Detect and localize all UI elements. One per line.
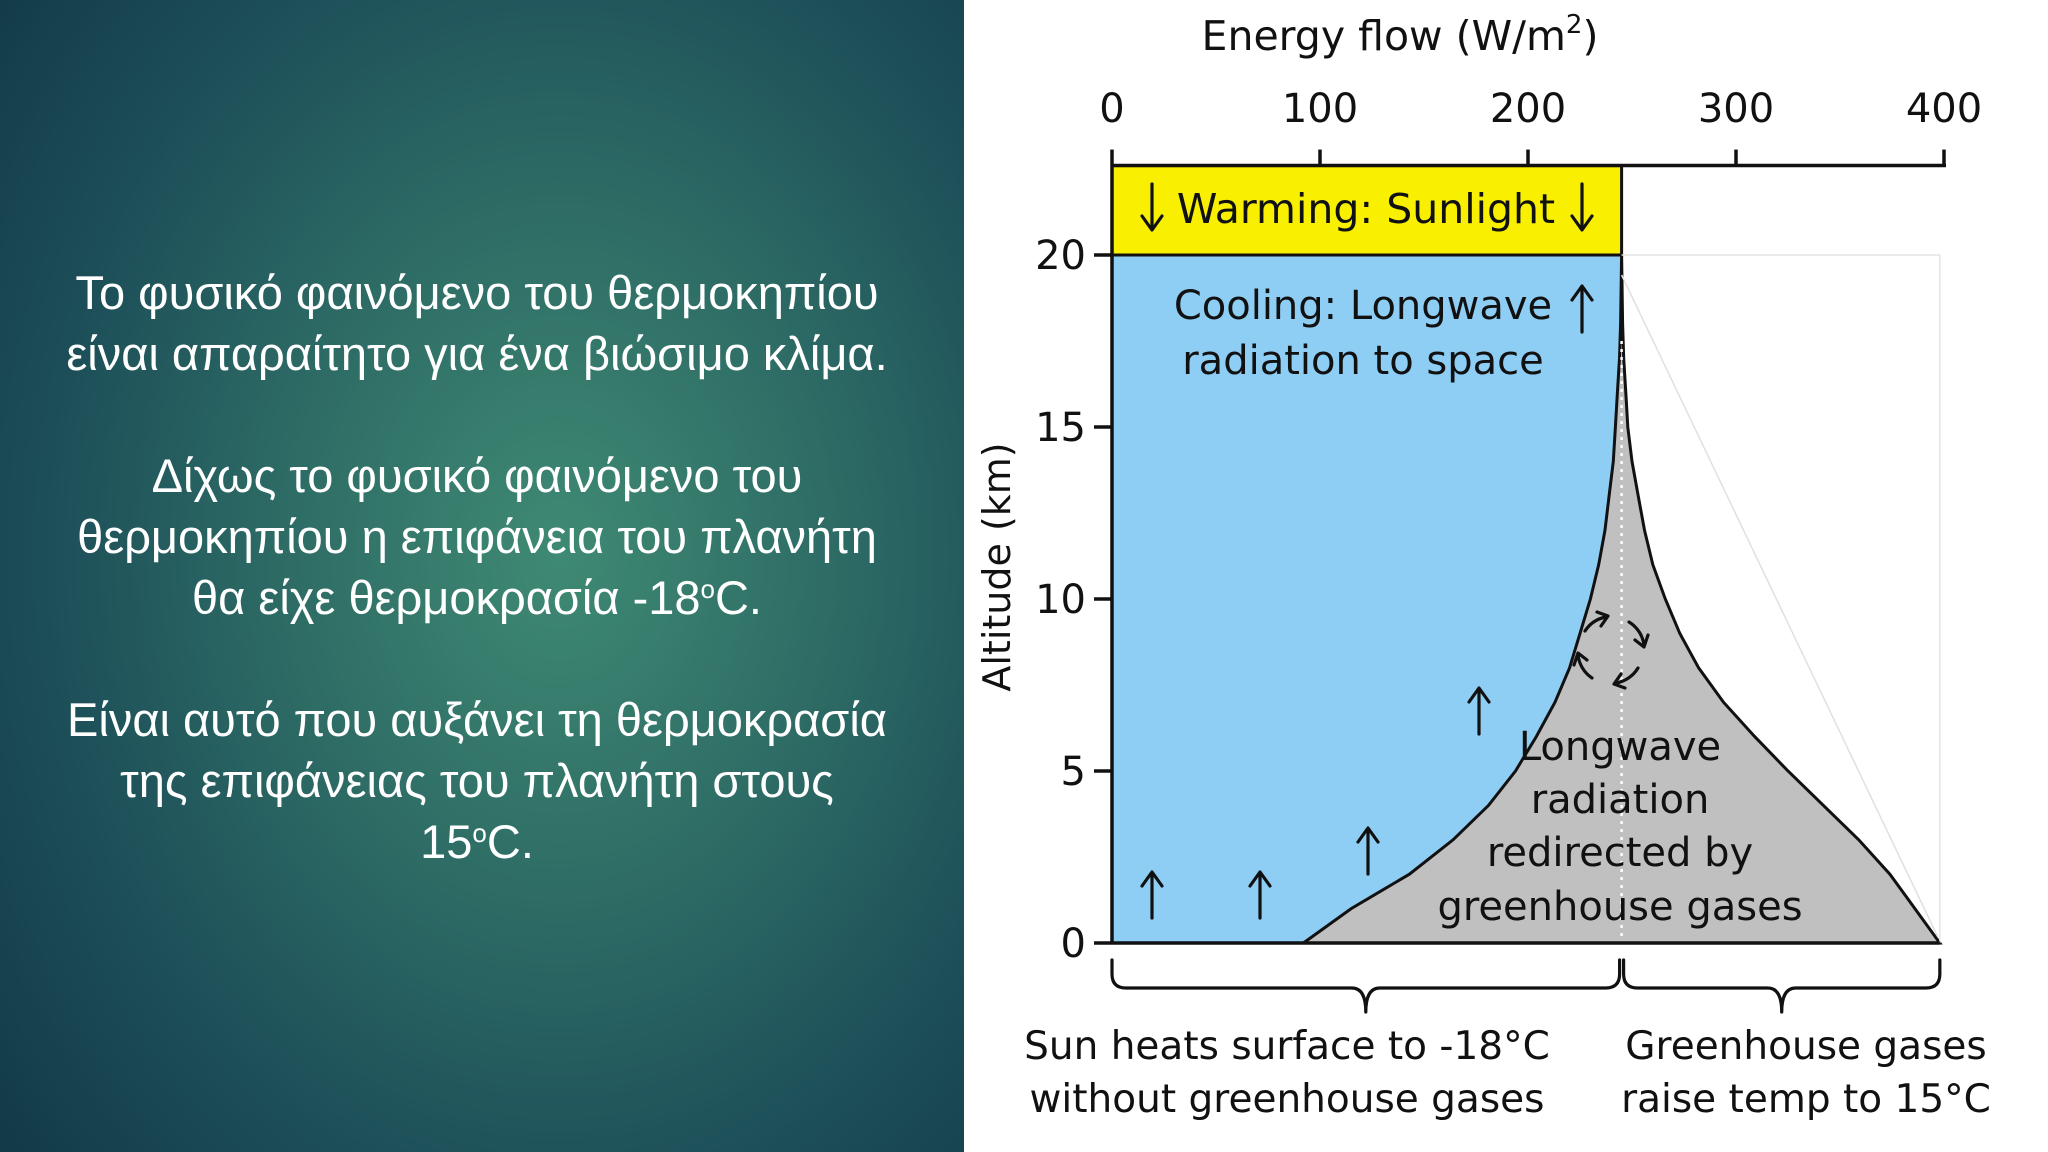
cooling-region xyxy=(1112,255,1622,943)
sunlight-region xyxy=(1110,164,1624,257)
degree-superscript: ο xyxy=(472,818,487,848)
y-tick-label: 0 xyxy=(1061,921,1086,967)
arrow-up-icon xyxy=(1570,284,1594,334)
arrow-up-icon xyxy=(1140,870,1164,920)
x-axis-title-sup: 2 xyxy=(1566,10,1583,40)
x-axis-title-close: ) xyxy=(1582,12,1598,60)
x-tick-label: 200 xyxy=(1490,86,1566,132)
right-bracket-label-line-1: Greenhouse gases xyxy=(1625,1024,1986,1069)
sunlight-label: Warming: Sunlight xyxy=(1177,185,1555,233)
left-bracket-label-line-1: Sun heats surface to -18°C xyxy=(1024,1024,1550,1069)
left-bracket-label-line-2: without greenhouse gases xyxy=(1030,1077,1545,1122)
faint-diagonal-line xyxy=(1620,274,1939,938)
right-bracket-label-line-2: raise temp to 15°C xyxy=(1621,1077,1991,1122)
slide-text-panel: Το φυσικό φαινόμενο του θερμοκηπίου είνα… xyxy=(0,0,964,1152)
arrow-up-icon xyxy=(1467,686,1491,736)
x-tick-label: 300 xyxy=(1698,86,1774,132)
left-bracket xyxy=(1110,958,1622,1014)
arrow-down-icon xyxy=(1570,182,1594,232)
greenhouse-label-line-3: redirected by xyxy=(1487,830,1753,876)
paragraph-3-line-1: Είναι αυτό που αυξάνει τη θερμοκρασία xyxy=(67,693,887,746)
degree-superscript: ο xyxy=(700,574,715,604)
paragraph-2-line-3: θα είχε θερμοκρασία -18οC. xyxy=(0,567,954,628)
x-ticks: 0 100 200 300 400 xyxy=(1099,86,1982,166)
paragraph-2-line-3-suffix: C. xyxy=(714,571,762,624)
x-axis-title-text: Energy flow (W/m xyxy=(1202,12,1566,60)
y-axis-title: Altitude (km) xyxy=(975,442,1019,691)
x-tick-label: 100 xyxy=(1282,86,1358,132)
cooling-label-line-2: radiation to space xyxy=(1182,338,1544,384)
paragraph-2-line-1: Δίχως το φυσικό φαινόμενο του xyxy=(151,449,803,502)
paragraph-3-line-3: 15οC. xyxy=(0,811,954,872)
y-ticks: 0 5 10 15 20 xyxy=(1035,233,1112,967)
arrow-up-icon xyxy=(1356,826,1380,876)
y-tick-label: 15 xyxy=(1035,405,1086,451)
energy-flow-chart-panel: 0 100 200 300 400 0 5 10 15 20 Energy flow (W/m2… xyxy=(964,0,2048,1152)
paragraph-1-line-2: είναι απαραίτητο για ένα βιώσιμο κλίμα. xyxy=(66,327,888,380)
paragraph-3-line-2: της επιφάνειας του πλανήτη στους xyxy=(120,754,834,807)
y-tick-label: 20 xyxy=(1035,233,1086,279)
paragraph-3-line-3-prefix: 15 xyxy=(420,815,473,868)
y-tick-label: 10 xyxy=(1035,577,1086,623)
x-tick-label: 0 xyxy=(1099,86,1124,132)
paragraph-2-line-2: θερμοκηπίου η επιφάνεια του πλανήτη xyxy=(77,510,877,563)
flow-arrows xyxy=(1140,182,1650,920)
chart-areas xyxy=(1110,164,1943,945)
greenhouse-label-line-1: Longwave xyxy=(1519,724,1721,770)
circular-arrows-icon xyxy=(1572,610,1650,690)
paragraph-3-line-3-suffix: C. xyxy=(486,815,534,868)
arrow-down-icon xyxy=(1140,182,1164,232)
brackets xyxy=(1110,958,1942,1014)
arrow-up-icon xyxy=(1248,870,1272,920)
energy-flow-chart: 0 100 200 300 400 0 5 10 15 20 Energy flow (W/m2… xyxy=(975,10,1991,1122)
greenhouse-label-line-2: radiation xyxy=(1531,777,1710,823)
paragraph-2-line-3-prefix: θα είχε θερμοκρασία -18 xyxy=(192,571,701,624)
paragraph-1-line-1: Το φυσικό φαινόμενο του θερμοκηπίου xyxy=(75,266,879,319)
slide-text: Το φυσικό φαινόμενο του θερμοκηπίου είνα… xyxy=(0,262,954,872)
right-bracket xyxy=(1622,958,1942,1014)
greenhouse-label-line-4: greenhouse gases xyxy=(1437,884,1802,930)
y-tick-label: 5 xyxy=(1061,749,1086,795)
cooling-label-line-1: Cooling: Longwave xyxy=(1174,283,1552,329)
x-tick-label: 400 xyxy=(1906,86,1982,132)
x-axis-title: Energy flow (W/m2) xyxy=(1202,10,1599,60)
